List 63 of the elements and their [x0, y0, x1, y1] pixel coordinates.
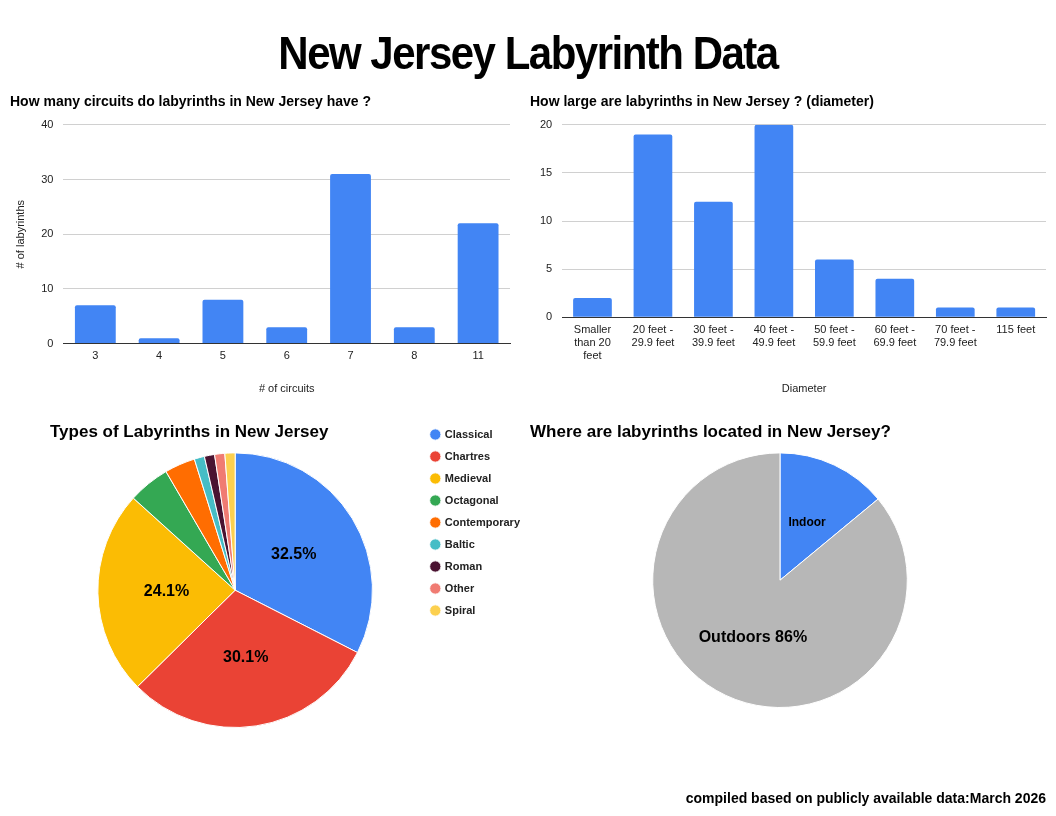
x-axis-title: # of circuits — [258, 382, 316, 395]
legend-label: Spiral — [444, 603, 476, 616]
y-tick-label: 20 — [41, 227, 54, 240]
text: compiled based on publicly available data:March 2026 — [685, 790, 1046, 806]
x-tick-label: 50 feet - 59.9 feet — [812, 322, 856, 349]
y-tick-label: 10 — [539, 214, 553, 227]
legend-label: Classical — [444, 427, 493, 440]
bar — [393, 327, 435, 344]
y-tick-label: 5 — [546, 262, 553, 275]
legend-label: Medieval — [444, 471, 492, 484]
x-tick-label: 20 feet - 29.9 feet — [631, 322, 675, 349]
x-tick-label: 8 — [411, 349, 418, 362]
y-tick-label: 0 — [546, 310, 553, 323]
bar — [573, 297, 612, 317]
legend-label: Baltic — [444, 537, 475, 550]
bar — [457, 223, 499, 344]
data-label: 30.1% — [223, 648, 269, 666]
y-tick-label: 40 — [41, 117, 54, 130]
bar — [74, 305, 116, 344]
x-tick-label: 60 feet - 69.9 feet — [873, 322, 917, 349]
x-tick-label: Smaller than 20 feet — [573, 322, 612, 362]
bar — [996, 307, 1036, 317]
chart-title: Where are labyrinths located in New Jersey? — [530, 421, 891, 441]
slice-label: Outdoors 86% — [698, 628, 808, 646]
data-label: 32.5% — [271, 544, 317, 562]
bar — [138, 338, 180, 344]
y-axis-title: # of labyrinths — [13, 199, 26, 269]
x-tick-label: 115 feet — [996, 322, 1036, 335]
bar — [935, 307, 975, 317]
bar — [330, 174, 371, 344]
bar — [633, 134, 673, 317]
x-tick-label: 11 — [472, 349, 484, 362]
x-tick-label: 4 — [156, 349, 163, 362]
y-tick-label: 0 — [47, 336, 54, 349]
slice-label: Indoor — [788, 514, 827, 529]
bar — [815, 259, 854, 317]
legend-label: Other — [444, 581, 475, 594]
chart-title: How large are labyrinths in New Jersey ? (diameter) — [530, 93, 874, 110]
x-tick-label: 40 feet - 49.9 feet — [752, 322, 796, 349]
x-axis-title: Diameter — [781, 382, 827, 395]
bar — [694, 201, 733, 317]
y-tick-label: 30 — [41, 172, 54, 185]
legend-label: Octagonal — [444, 493, 499, 506]
x-tick-label: 70 feet - 79.9 feet — [933, 322, 977, 349]
bar — [754, 124, 794, 317]
x-tick-label: 7 — [347, 349, 354, 362]
legend-label: Contemporary — [444, 515, 521, 528]
bar — [266, 327, 308, 344]
chart-title: How many circuits do labyrinths in New Jersey have ? — [10, 93, 372, 110]
text: New Jersey Labyrinth Data — [277, 27, 780, 81]
chart-title: Types of Labyrinths in New Jersey — [50, 421, 329, 441]
y-tick-label: 10 — [41, 281, 54, 294]
data-label: 24.1% — [143, 582, 190, 600]
x-tick-label: 30 feet - 39.9 feet — [692, 322, 735, 349]
x-tick-label: 3 — [92, 349, 99, 362]
bar — [202, 299, 244, 344]
x-tick-label: 5 — [219, 349, 226, 362]
y-tick-label: 20 — [539, 117, 553, 130]
legend-label: Chartres — [444, 449, 491, 462]
y-tick-label: 15 — [539, 165, 553, 178]
x-tick-label: 6 — [283, 349, 290, 362]
bar — [875, 278, 915, 317]
legend-label: Roman — [444, 559, 483, 572]
